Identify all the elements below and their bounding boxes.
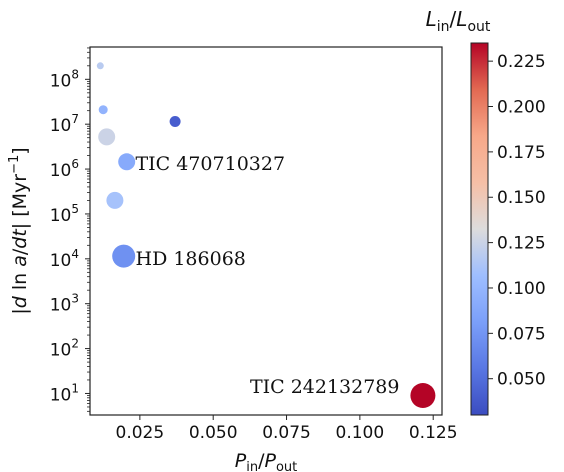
- plot-area: TIC 470710327 HD 186068 TIC 242132789 0.02…: [50, 46, 458, 443]
- scatter-point: [112, 244, 136, 268]
- x-tick-label: 0.100: [336, 423, 385, 443]
- scatter-point: [98, 105, 108, 115]
- scatter-point: [96, 62, 104, 70]
- x-tick-label: 0.075: [262, 423, 311, 443]
- data-points: [96, 62, 436, 408]
- colorbar-ticks: 0.050 0.075 0.100 0.125 0.150 0.175 0.200 0.225: [488, 52, 546, 390]
- colorbar-tick-label: 0.225: [497, 52, 546, 72]
- y-tick-label: 102: [50, 337, 79, 361]
- colorbar-tick-label: 0.200: [497, 98, 546, 118]
- y-tick-label: 103: [50, 292, 79, 316]
- point-annotations: TIC 470710327 HD 186068 TIC 242132789: [136, 153, 400, 398]
- colorbar-tick-label: 0.075: [497, 324, 546, 344]
- y-tick-label: 104: [50, 247, 79, 271]
- scatter-point: [106, 191, 124, 209]
- y-tick-label: 107: [50, 112, 79, 136]
- x-tick-label: 0.025: [116, 423, 165, 443]
- colorbar-tick-label: 0.050: [497, 370, 546, 390]
- scatter-point: [98, 128, 116, 146]
- y-tick-label: 105: [50, 202, 79, 226]
- colorbar-gradient: [470, 42, 489, 416]
- colorbar-tick-label: 0.175: [497, 143, 546, 163]
- point-annotation: TIC 242132789: [250, 376, 400, 398]
- scatter-point: [410, 383, 436, 408]
- y-axis-ticks: 101 102 103 104 105 106 107 108: [50, 47, 90, 412]
- scatter-point: [169, 116, 181, 127]
- point-annotation: HD 186068: [136, 248, 246, 270]
- colorbar-tick-label: 0.125: [497, 234, 546, 254]
- colorbar-label: Lin/Lout: [426, 7, 491, 35]
- x-tick-label: 0.125: [409, 423, 458, 443]
- x-axis-ticks: 0.025 0.050 0.075 0.100 0.125: [116, 415, 458, 443]
- point-annotation: TIC 470710327: [136, 153, 286, 175]
- y-axis-label: |d ln a/dt| [Myr−1]: [7, 147, 31, 314]
- plot-frame: [89, 46, 443, 416]
- x-tick-label: 0.050: [189, 423, 238, 443]
- y-tick-label: 101: [50, 381, 79, 405]
- y-tick-label: 108: [50, 67, 79, 91]
- y-tick-label: 106: [50, 157, 79, 181]
- scatter-point: [118, 153, 136, 171]
- colorbar-tick-label: 0.150: [497, 188, 546, 208]
- colorbar: 0.050 0.075 0.100 0.125 0.150 0.175 0.200 0.225…: [426, 7, 546, 416]
- colorbar-tick-label: 0.100: [497, 279, 546, 299]
- x-axis-label: Pin/Pout: [235, 450, 298, 472]
